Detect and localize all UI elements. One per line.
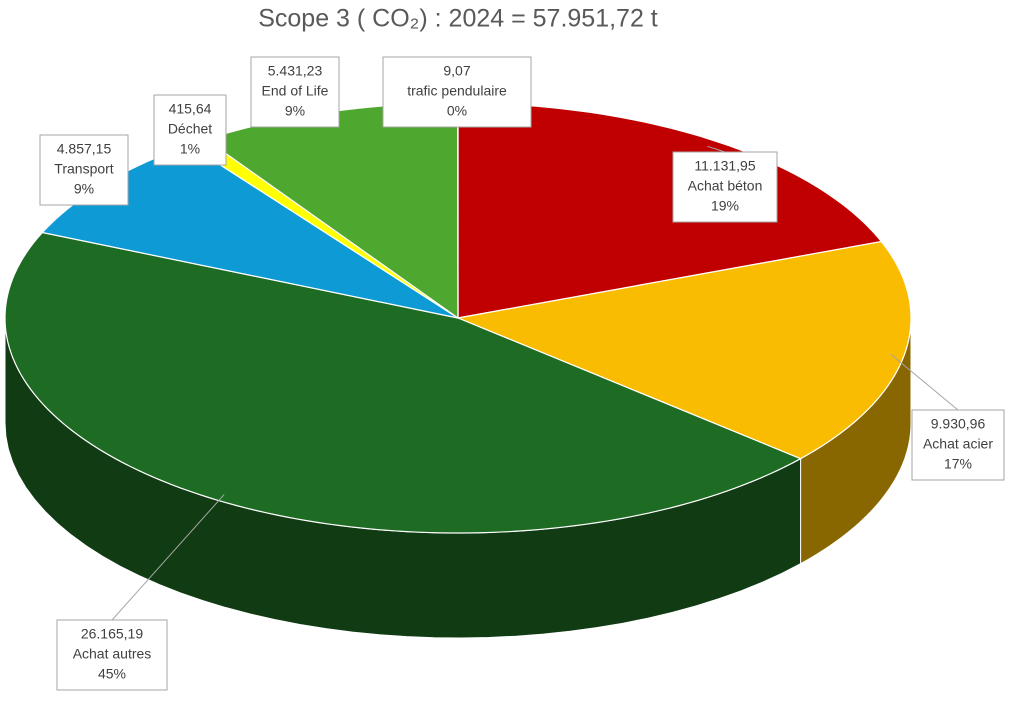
- leader-line: [707, 145, 726, 153]
- data-label: 4.857,15 Transport 9%: [39, 134, 129, 206]
- category-label: trafic pendulaire: [407, 83, 507, 99]
- data-label: 9,07 trafic pendulaire 0%: [382, 56, 532, 128]
- data-label: 415,64 Déchet 1%: [153, 94, 227, 166]
- category-label: Transport: [54, 161, 114, 177]
- value-label: 4.857,15: [57, 141, 112, 157]
- value-label: 9,07: [443, 63, 470, 79]
- value-label: 9.930,96: [931, 416, 986, 432]
- category-label: End of Life: [262, 83, 329, 99]
- slice: [457, 102, 883, 319]
- label-box: [672, 151, 778, 223]
- category-label: Achat acier: [923, 436, 993, 452]
- label-box: [153, 94, 227, 166]
- percent-label: 17%: [944, 456, 972, 472]
- slice: [4, 231, 802, 534]
- leader-line: [111, 494, 225, 621]
- chart-title: Scope 3 ( CO₂) : 2024 = 57.951,72 t: [258, 5, 658, 33]
- percent-label: 9%: [285, 103, 305, 119]
- category-label: Achat autres: [73, 646, 152, 662]
- label-box: [382, 56, 532, 128]
- percent-label: 45%: [98, 666, 126, 682]
- value-label: 415,64: [169, 101, 212, 117]
- data-label: 11.131,95 Achat béton 19%: [672, 151, 778, 223]
- slice: [455, 240, 912, 460]
- label-box: [911, 409, 1005, 481]
- percent-label: 1%: [180, 141, 200, 157]
- percent-label: 19%: [711, 198, 739, 214]
- category-label: Achat béton: [688, 178, 763, 194]
- data-label: 9.930,96 Achat acier 17%: [911, 409, 1005, 481]
- label-box: [250, 56, 340, 128]
- percent-label: 0%: [447, 103, 467, 119]
- value-label: 5.431,23: [268, 63, 323, 79]
- data-label: 5.431,23 End of Life 9%: [250, 56, 340, 128]
- leader-line: [890, 353, 959, 411]
- value-label: 11.131,95: [694, 158, 755, 174]
- label-box: [39, 134, 129, 206]
- category-label: Déchet: [168, 121, 212, 137]
- percent-label: 9%: [74, 181, 94, 197]
- data-label: 26.165,19 Achat autres 45%: [56, 619, 168, 691]
- label-box: [56, 619, 168, 691]
- value-label: 26.165,19: [81, 626, 143, 642]
